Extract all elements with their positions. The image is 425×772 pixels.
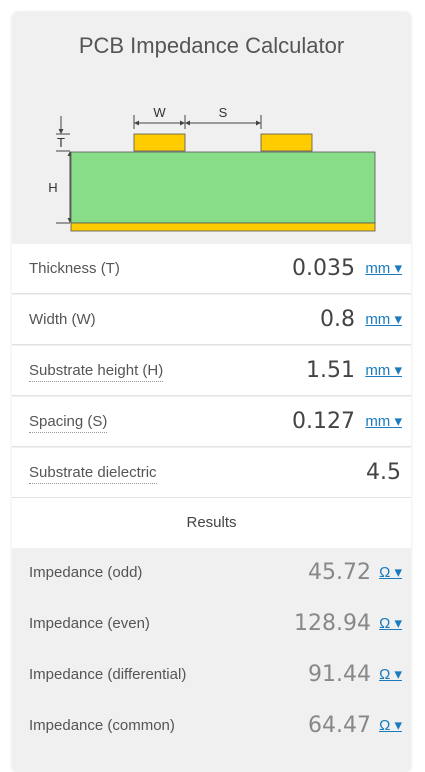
thickness-symbol: T (57, 135, 65, 150)
width-symbol: W (153, 105, 166, 120)
impedance-odd-unit-select[interactable]: Ω ▾ (379, 564, 402, 581)
dielectric-label: Substrate dielectric (29, 464, 157, 484)
thickness-input[interactable]: 0.035 (292, 256, 355, 281)
thickness-row: Thickness (T) 0.035 mm ▾ (12, 244, 411, 294)
impedance-common-unit-select[interactable]: Ω ▾ (379, 717, 402, 734)
impedance-differential-value: 91.44 (308, 662, 371, 687)
height-symbol: H (48, 180, 57, 195)
thickness-label: Thickness (T) (29, 260, 120, 277)
results-header: Results (12, 498, 411, 548)
impedance-differential-label: Impedance (differential) (29, 666, 187, 683)
width-unit-select[interactable]: mm ▾ (365, 311, 402, 328)
spacing-dimension: S (185, 105, 262, 129)
substrate-height-input[interactable]: 1.51 (306, 358, 355, 383)
spacing-label: Spacing (S) (29, 413, 108, 433)
impedance-common-label: Impedance (common) (29, 717, 175, 734)
spacing-input[interactable]: 0.127 (292, 409, 355, 434)
impedance-differential-row: Impedance (differential) 91.44 Ω ▾ (12, 650, 411, 700)
page-title: PCB Impedance Calculator (78, 33, 345, 58)
height-dimension: H (48, 151, 73, 224)
substrate-height-unit-select[interactable]: mm ▾ (365, 362, 402, 379)
thickness-dimension: T (56, 116, 70, 152)
impedance-even-unit-select[interactable]: Ω ▾ (379, 615, 402, 632)
trace-right (260, 133, 313, 152)
width-label: Width (W) (29, 311, 96, 328)
impedance-odd-value: 45.72 (308, 560, 371, 585)
substrate (70, 151, 376, 224)
substrate-height-label: Substrate height (H) (29, 362, 164, 382)
calculator-card: PCB Impedance Calculator W S (12, 12, 411, 772)
width-row: Width (W) 0.8 mm ▾ (12, 295, 411, 345)
impedance-odd-label: Impedance (odd) (29, 564, 143, 581)
impedance-even-row: Impedance (even) 128.94 Ω ▾ (12, 599, 411, 649)
impedance-odd-row: Impedance (odd) 45.72 Ω ▾ (12, 548, 411, 598)
spacing-row: Spacing (S) 0.127 mm ▾ (12, 397, 411, 447)
pcb-cross-section-diagram: W S T (12, 88, 411, 243)
impedance-differential-unit-select[interactable]: Ω ▾ (379, 666, 402, 683)
dielectric-row: Substrate dielectric 4.5 (12, 448, 411, 498)
width-dimension: W (133, 105, 186, 129)
spacing-symbol: S (219, 105, 228, 120)
impedance-common-value: 64.47 (308, 713, 371, 738)
trace-left (133, 133, 186, 152)
impedance-even-label: Impedance (even) (29, 615, 150, 632)
spacing-unit-select[interactable]: mm ▾ (365, 413, 402, 430)
impedance-common-row: Impedance (common) 64.47 Ω ▾ (12, 701, 411, 751)
ground-plane (70, 222, 376, 232)
dielectric-input[interactable]: 4.5 (366, 460, 401, 485)
substrate-height-row: Substrate height (H) 1.51 mm ▾ (12, 346, 411, 396)
thickness-unit-select[interactable]: mm ▾ (365, 260, 402, 277)
width-input[interactable]: 0.8 (320, 307, 355, 332)
impedance-even-value: 128.94 (294, 611, 371, 636)
